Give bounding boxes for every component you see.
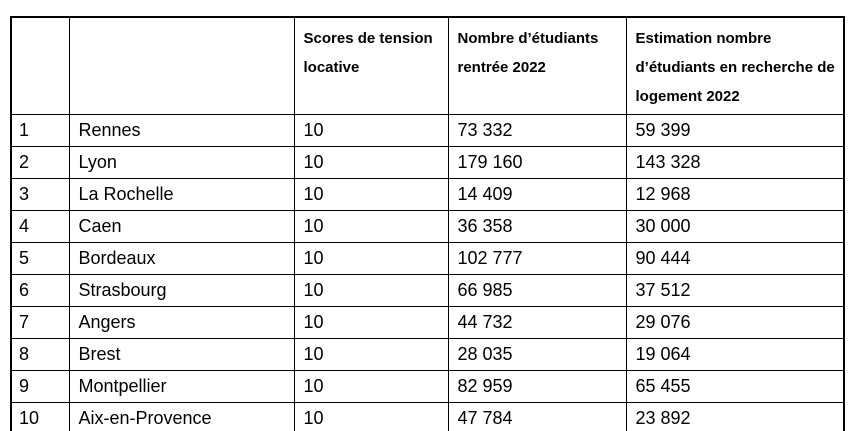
table-row: 6 Strasbourg 10 66 985 37 512 xyxy=(10,273,845,307)
seeking-cell: 65 455 xyxy=(625,369,845,403)
header-students: Nombre d’étudiants rentrée 2022 xyxy=(447,16,627,115)
score-cell: 10 xyxy=(293,305,449,339)
score-cell: 10 xyxy=(293,369,449,403)
header-rank xyxy=(10,16,70,115)
students-cell: 66 985 xyxy=(447,273,627,307)
table-row: 9 Montpellier 10 82 959 65 455 xyxy=(10,369,845,403)
student-housing-tension-table: Scores de tension locative Nombre d’étud… xyxy=(10,16,845,431)
rank-cell: 5 xyxy=(10,241,70,275)
students-cell: 14 409 xyxy=(447,177,627,211)
seeking-cell: 59 399 xyxy=(625,113,845,147)
rank-cell: 3 xyxy=(10,177,70,211)
rank-cell: 4 xyxy=(10,209,70,243)
table-row: 4 Caen 10 36 358 30 000 xyxy=(10,209,845,243)
city-cell: Brest xyxy=(68,337,295,371)
city-cell: Angers xyxy=(68,305,295,339)
seeking-cell: 143 328 xyxy=(625,145,845,179)
score-cell: 10 xyxy=(293,337,449,371)
seeking-cell: 30 000 xyxy=(625,209,845,243)
city-cell: La Rochelle xyxy=(68,177,295,211)
header-seeking: Estimation nombre d’étudiants en recherc… xyxy=(625,16,845,115)
score-cell: 10 xyxy=(293,273,449,307)
table-row: 3 La Rochelle 10 14 409 12 968 xyxy=(10,177,845,211)
header-city xyxy=(68,16,295,115)
rank-cell: 10 xyxy=(10,401,70,431)
score-cell: 10 xyxy=(293,241,449,275)
rank-cell: 7 xyxy=(10,305,70,339)
city-cell: Strasbourg xyxy=(68,273,295,307)
score-cell: 10 xyxy=(293,145,449,179)
students-cell: 73 332 xyxy=(447,113,627,147)
seeking-cell: 23 892 xyxy=(625,401,845,431)
table-row: 5 Bordeaux 10 102 777 90 444 xyxy=(10,241,845,275)
city-cell: Bordeaux xyxy=(68,241,295,275)
rank-cell: 9 xyxy=(10,369,70,403)
students-cell: 28 035 xyxy=(447,337,627,371)
table-row: 10 Aix-en-Provence 10 47 784 23 892 xyxy=(10,401,845,431)
seeking-cell: 29 076 xyxy=(625,305,845,339)
header-row: Scores de tension locative Nombre d’étud… xyxy=(10,16,845,115)
city-cell: Caen xyxy=(68,209,295,243)
city-cell: Aix-en-Provence xyxy=(68,401,295,431)
rank-cell: 8 xyxy=(10,337,70,371)
score-cell: 10 xyxy=(293,209,449,243)
rank-cell: 1 xyxy=(10,113,70,147)
score-cell: 10 xyxy=(293,401,449,431)
table-row: 8 Brest 10 28 035 19 064 xyxy=(10,337,845,371)
students-cell: 82 959 xyxy=(447,369,627,403)
students-cell: 36 358 xyxy=(447,209,627,243)
city-cell: Rennes xyxy=(68,113,295,147)
seeking-cell: 19 064 xyxy=(625,337,845,371)
table-row: 1 Rennes 10 73 332 59 399 xyxy=(10,113,845,147)
seeking-cell: 90 444 xyxy=(625,241,845,275)
header-score: Scores de tension locative xyxy=(293,16,449,115)
students-cell: 179 160 xyxy=(447,145,627,179)
students-cell: 102 777 xyxy=(447,241,627,275)
city-cell: Montpellier xyxy=(68,369,295,403)
city-cell: Lyon xyxy=(68,145,295,179)
rank-cell: 6 xyxy=(10,273,70,307)
score-cell: 10 xyxy=(293,177,449,211)
table-row: 2 Lyon 10 179 160 143 328 xyxy=(10,145,845,179)
rank-cell: 2 xyxy=(10,145,70,179)
students-cell: 47 784 xyxy=(447,401,627,431)
table-row: 7 Angers 10 44 732 29 076 xyxy=(10,305,845,339)
seeking-cell: 37 512 xyxy=(625,273,845,307)
students-cell: 44 732 xyxy=(447,305,627,339)
score-cell: 10 xyxy=(293,113,449,147)
seeking-cell: 12 968 xyxy=(625,177,845,211)
